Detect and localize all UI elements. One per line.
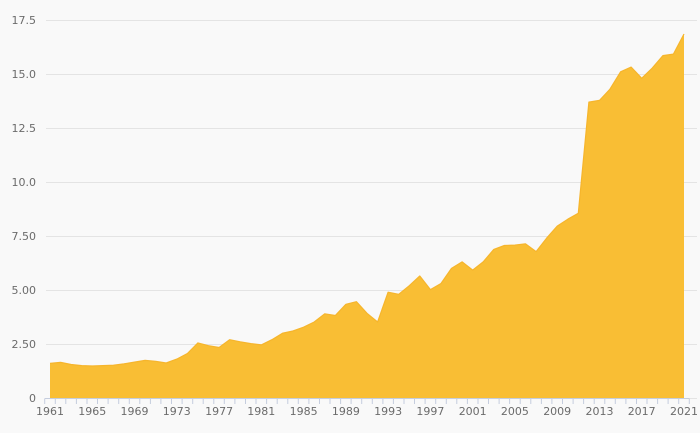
x-axis-label: 1965: [78, 405, 106, 418]
x-axis-label: 1997: [416, 405, 444, 418]
area-series: [50, 34, 684, 398]
x-axis-label: 1985: [290, 405, 318, 418]
x-axis-label: 1977: [205, 405, 233, 418]
y-axis-label: 2.50: [12, 338, 37, 351]
x-axis-label: 2017: [628, 405, 656, 418]
x-axis-label: 2005: [501, 405, 529, 418]
x-axis-label: 1989: [332, 405, 360, 418]
x-axis-label: 1973: [163, 405, 191, 418]
y-axis-label: 12.5: [12, 122, 37, 135]
series-line: [49, 33, 685, 367]
y-axis-label: 15.0: [12, 68, 37, 81]
y-axis-label: 10.0: [12, 176, 37, 189]
y-gridlines: [46, 20, 697, 399]
y-axis-label: 17.5: [12, 14, 37, 27]
y-axis-label: 5.00: [12, 284, 37, 297]
x-axis-label: 2001: [459, 405, 487, 418]
y-axis-label: 7.50: [12, 230, 37, 243]
x-axis-label: 2013: [586, 405, 614, 418]
x-axis-label: 1969: [121, 405, 149, 418]
y-axis-label: 0: [29, 392, 36, 405]
y-axis-labels: 0 2.50 5.00 7.50 10.0 12.5 15.0 17.5: [12, 14, 37, 405]
x-axis-label: 2009: [543, 405, 571, 418]
x-axis-label: 1961: [36, 405, 64, 418]
x-axis-label: 2021: [670, 405, 698, 418]
x-axis-labels: 1961 1965 1969 1973 1977 1981 1985 1989 1993 1997…: [36, 405, 698, 418]
x-axis-label: 1993: [374, 405, 402, 418]
x-ticks: [44, 399, 690, 404]
x-axis-label: 1981: [247, 405, 275, 418]
